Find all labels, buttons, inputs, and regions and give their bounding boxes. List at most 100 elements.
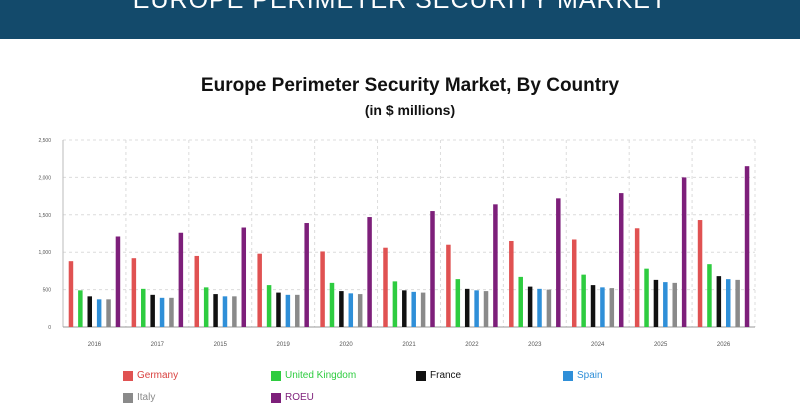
legend-label: United Kingdom [285, 370, 357, 381]
bar-france-2016 [87, 296, 93, 327]
bar-italy-2023 [546, 289, 552, 327]
legend-swatch [563, 370, 573, 381]
bar-roeu-2024 [618, 193, 624, 327]
bar-roeu-2022 [493, 204, 498, 327]
x-tick-label: 2023 [528, 342, 542, 348]
bar-france-2015 [213, 294, 218, 327]
bar-spain-2019 [285, 294, 291, 327]
bar-roeu-2016 [115, 236, 121, 327]
legend-label: Germany [137, 370, 179, 381]
bar-roeu-2021 [430, 211, 435, 327]
bar-germany-2020 [320, 251, 325, 327]
bar-spain-2021 [411, 291, 416, 327]
bar-france-2021 [402, 290, 407, 327]
bar-germany-2025 [634, 228, 640, 327]
legend-label: France [430, 370, 462, 381]
y-tick-label: 2,000 [38, 175, 51, 181]
y-tick-label: 500 [43, 288, 52, 294]
bar-united-kingdom-2020 [329, 282, 335, 327]
bar-spain-2022 [474, 290, 479, 327]
bar-roeu-2023 [556, 198, 561, 327]
x-tick-label: 2020 [339, 342, 353, 348]
bar-spain-2016 [96, 299, 102, 327]
legend-item-roeu: ROEU [271, 392, 314, 403]
legend-swatch [123, 370, 133, 381]
x-tick-label: 2022 [465, 342, 479, 348]
bar-france-2024 [590, 285, 596, 327]
bar-roeu-2026 [744, 166, 750, 327]
legend-label: ROEU [285, 392, 314, 403]
bar-france-2017 [150, 294, 155, 327]
x-tick-label: 2025 [654, 342, 668, 348]
y-tick-label: 1,000 [38, 250, 51, 256]
bar-roeu-2015 [241, 227, 247, 327]
bar-united-kingdom-2016 [78, 290, 83, 327]
bar-france-2023 [527, 286, 533, 327]
x-tick-label: 2026 [717, 342, 731, 348]
bar-united-kingdom-2026 [707, 264, 712, 327]
bar-spain-2020 [348, 293, 354, 327]
y-tick-label: 1,500 [38, 213, 51, 219]
legend-label: Spain [577, 370, 603, 381]
legend-item-italy: Italy [123, 392, 155, 403]
bar-united-kingdom-2017 [141, 288, 146, 327]
bar-italy-2015 [232, 296, 237, 327]
bar-france-2020 [339, 291, 344, 327]
x-tick-label: 2017 [151, 342, 165, 348]
chart-title: Europe Perimeter Security Market, By Cou… [200, 75, 620, 96]
bar-united-kingdom-2022 [455, 279, 461, 327]
y-tick-label: 2,500 [38, 138, 51, 144]
bar-italy-2026 [735, 279, 740, 327]
bar-united-kingdom-2024 [581, 274, 586, 327]
page-banner: EUROPE PERIMETER SECURITY MARKET [0, 0, 800, 39]
bar-united-kingdom-2015 [203, 287, 209, 327]
bar-germany-2015 [194, 255, 200, 327]
bar-france-2026 [716, 276, 722, 327]
chart-subtitle: (in $ millions) [364, 102, 456, 118]
bar-spain-2026 [725, 279, 731, 327]
legend-item-germany: Germany [123, 370, 178, 381]
y-tick-label: 0 [48, 325, 51, 331]
bar-germany-2021 [383, 247, 388, 327]
bar-italy-2019 [295, 294, 300, 327]
bar-italy-2016 [106, 299, 111, 327]
bar-spain-2015 [222, 296, 228, 327]
bar-germany-2017 [131, 258, 137, 327]
bar-united-kingdom-2021 [392, 281, 398, 327]
bar-italy-2020 [357, 294, 363, 327]
bar-spain-2023 [537, 288, 542, 327]
bar-italy-2024 [609, 288, 615, 327]
legend-swatch [271, 392, 281, 403]
legend-item-spain: Spain [563, 370, 603, 381]
bar-roeu-2020 [367, 217, 372, 327]
bar-roeu-2025 [681, 177, 687, 327]
bar-france-2022 [464, 288, 470, 327]
x-tick-label: 2024 [591, 342, 605, 348]
bar-germany-2023 [509, 240, 514, 327]
bar-spain-2025 [663, 282, 668, 327]
bar-germany-2022 [446, 244, 451, 327]
x-tick-label: 2015 [214, 342, 228, 348]
bar-italy-2022 [483, 291, 489, 327]
bar-roeu-2017 [178, 232, 184, 327]
bar-germany-2016 [68, 261, 74, 327]
legend-label: Italy [137, 392, 156, 403]
bar-united-kingdom-2025 [644, 268, 649, 327]
bar-united-kingdom-2019 [266, 285, 272, 327]
bar-united-kingdom-2023 [518, 276, 523, 327]
legend-swatch [416, 370, 426, 381]
bar-germany-2026 [697, 220, 703, 327]
bar-spain-2024 [600, 287, 605, 327]
bar-germany-2024 [571, 239, 577, 327]
banner-title: EUROPE PERIMETER SECURITY MARKET [132, 0, 668, 14]
legend-item-united-kingdom: United Kingdom [271, 370, 356, 381]
bar-germany-2019 [257, 253, 262, 327]
bar-italy-2021 [420, 292, 426, 327]
bar-italy-2025 [672, 282, 677, 327]
legend-item-france: France [416, 370, 461, 381]
bar-france-2025 [653, 279, 659, 327]
x-tick-label: 2019 [277, 342, 291, 348]
bar-italy-2017 [169, 297, 174, 327]
legend-swatch [271, 370, 281, 381]
